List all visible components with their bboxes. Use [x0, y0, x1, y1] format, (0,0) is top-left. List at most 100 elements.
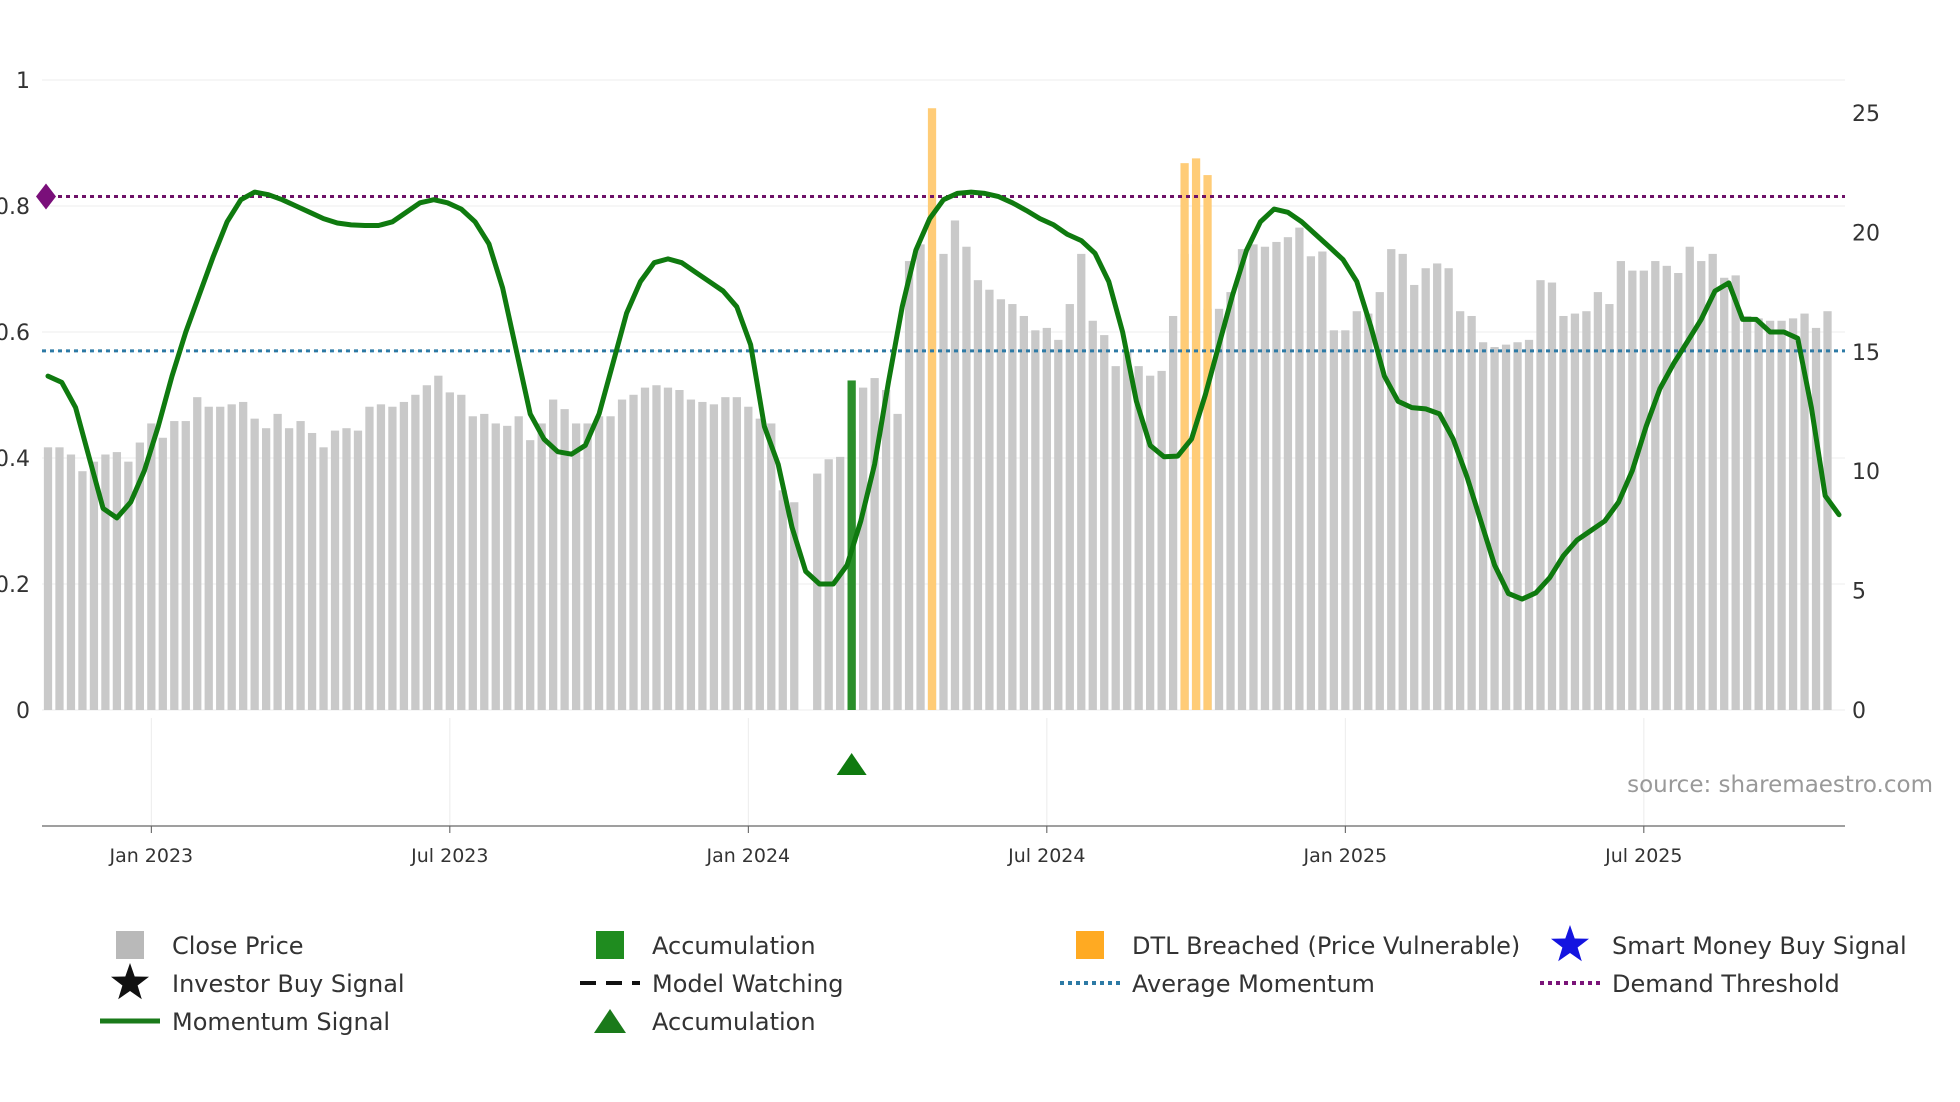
close-price-bar	[1306, 256, 1316, 710]
close-price-bar	[1088, 320, 1097, 710]
close-price-bar	[1237, 249, 1247, 710]
close-price-bar	[973, 280, 983, 710]
close-price-bar	[732, 397, 741, 710]
close-price-bar	[1444, 268, 1453, 710]
close-price-bar	[686, 399, 696, 710]
close-price-bar	[1433, 263, 1442, 710]
close-price-bar	[1777, 320, 1786, 710]
right-tick-label: 15	[1852, 341, 1880, 366]
close-price-bar	[962, 246, 971, 710]
close-price-bar	[55, 447, 64, 710]
close-price-bar	[89, 461, 99, 710]
close-price-bar	[629, 394, 638, 710]
x-tick-label: Jul 2025	[1604, 845, 1682, 867]
legend-item: Model Watching	[580, 970, 844, 998]
close-price-bar	[1283, 237, 1293, 710]
close-price-bar	[216, 406, 225, 710]
close-price-bar	[893, 413, 902, 710]
close-price-bar	[1042, 327, 1051, 710]
close-price-bar	[273, 413, 282, 710]
close-price-bar	[1123, 351, 1132, 710]
close-price-bar	[1616, 261, 1625, 710]
close-price-bar	[353, 430, 363, 710]
legend-item: Close Price	[116, 931, 304, 960]
accumulation-markers	[836, 753, 867, 775]
close-price-bar	[1065, 304, 1074, 710]
close-price-bar	[1456, 311, 1465, 710]
right-tick-label: 0	[1852, 699, 1866, 724]
close-price-bar	[594, 416, 604, 710]
momentum-signal-line	[45, 189, 1842, 602]
close-price-bar	[204, 406, 213, 710]
close-price-bar	[640, 387, 650, 710]
right-tick-label: 5	[1852, 580, 1866, 605]
legend-label: Accumulation	[652, 932, 816, 960]
close-price-bar	[1019, 315, 1028, 710]
legend-item: Average Momentum	[1060, 970, 1375, 998]
close-price-bar	[560, 409, 569, 710]
close-price-bar	[1685, 246, 1694, 710]
legend-label: Average Momentum	[1132, 970, 1375, 998]
close-price-bar	[583, 423, 592, 710]
right-tick-label: 10	[1852, 460, 1880, 485]
legend-star-icon	[111, 963, 149, 1000]
close-price-bar	[721, 397, 730, 710]
legend-star-icon	[1551, 925, 1589, 962]
right-tick-label: 20	[1852, 221, 1880, 246]
left-tick-label: 0	[16, 699, 30, 724]
legend-triangle-icon	[594, 1009, 626, 1033]
close-price-bar	[1811, 327, 1821, 710]
legend-label: DTL Breached (Price Vulnerable)	[1132, 932, 1520, 960]
close-price-bar	[319, 447, 328, 710]
momentum-series	[45, 189, 1842, 602]
dtl-breached-bar	[1203, 175, 1212, 710]
close-price-bar	[1214, 308, 1224, 710]
close-price-bar	[663, 387, 673, 710]
close-price-bar	[1008, 304, 1017, 710]
close-price-bar	[1341, 330, 1350, 710]
close-price-bar	[1272, 241, 1281, 710]
close-price-bars	[43, 220, 1832, 710]
close-price-bar	[767, 423, 776, 710]
close-price-bar	[549, 399, 558, 710]
close-price-bar	[1697, 261, 1706, 710]
close-price-bar	[434, 375, 443, 710]
close-price-bar	[445, 392, 454, 710]
legend: Close Price Accumulation DTL Breached (Pri…	[100, 925, 1907, 1036]
close-price-bar	[1524, 339, 1534, 710]
close-price-bar	[950, 220, 960, 710]
close-price-bar	[1100, 335, 1109, 710]
legend-label: Accumulation	[652, 1008, 816, 1036]
close-price-bar	[526, 440, 535, 710]
legend-swatch	[596, 931, 624, 959]
close-price-bar	[904, 261, 914, 710]
close-price-bar	[916, 244, 925, 710]
legend-label: Investor Buy Signal	[172, 970, 405, 998]
close-price-bar	[1490, 347, 1499, 710]
close-price-bar	[859, 387, 868, 710]
close-price-bar	[1765, 320, 1775, 710]
close-price-bar	[1628, 270, 1637, 710]
close-price-bar	[227, 404, 236, 710]
close-price-bar	[537, 423, 546, 710]
close-price-bar	[1720, 277, 1729, 710]
close-price-bar	[1651, 261, 1660, 710]
close-price-bar	[1674, 272, 1683, 710]
right-tick-label: 25	[1852, 102, 1880, 127]
close-price-bar	[342, 428, 351, 710]
close-price-bar	[112, 452, 122, 710]
close-price-bar	[1398, 253, 1407, 710]
demand-threshold-marker	[36, 183, 56, 210]
left-tick-label: 0.2	[0, 573, 30, 598]
close-price-bar	[1295, 227, 1304, 710]
close-price-bar	[491, 423, 500, 710]
close-price-bar	[43, 447, 53, 710]
dtl-breached-bar	[1180, 163, 1189, 710]
close-price-bar	[1605, 304, 1614, 710]
close-price-bar	[1352, 311, 1361, 710]
x-tick-label: Jul 2024	[1007, 845, 1085, 867]
left-tick-label: 0.4	[0, 447, 30, 472]
close-price-bar	[1501, 344, 1511, 710]
